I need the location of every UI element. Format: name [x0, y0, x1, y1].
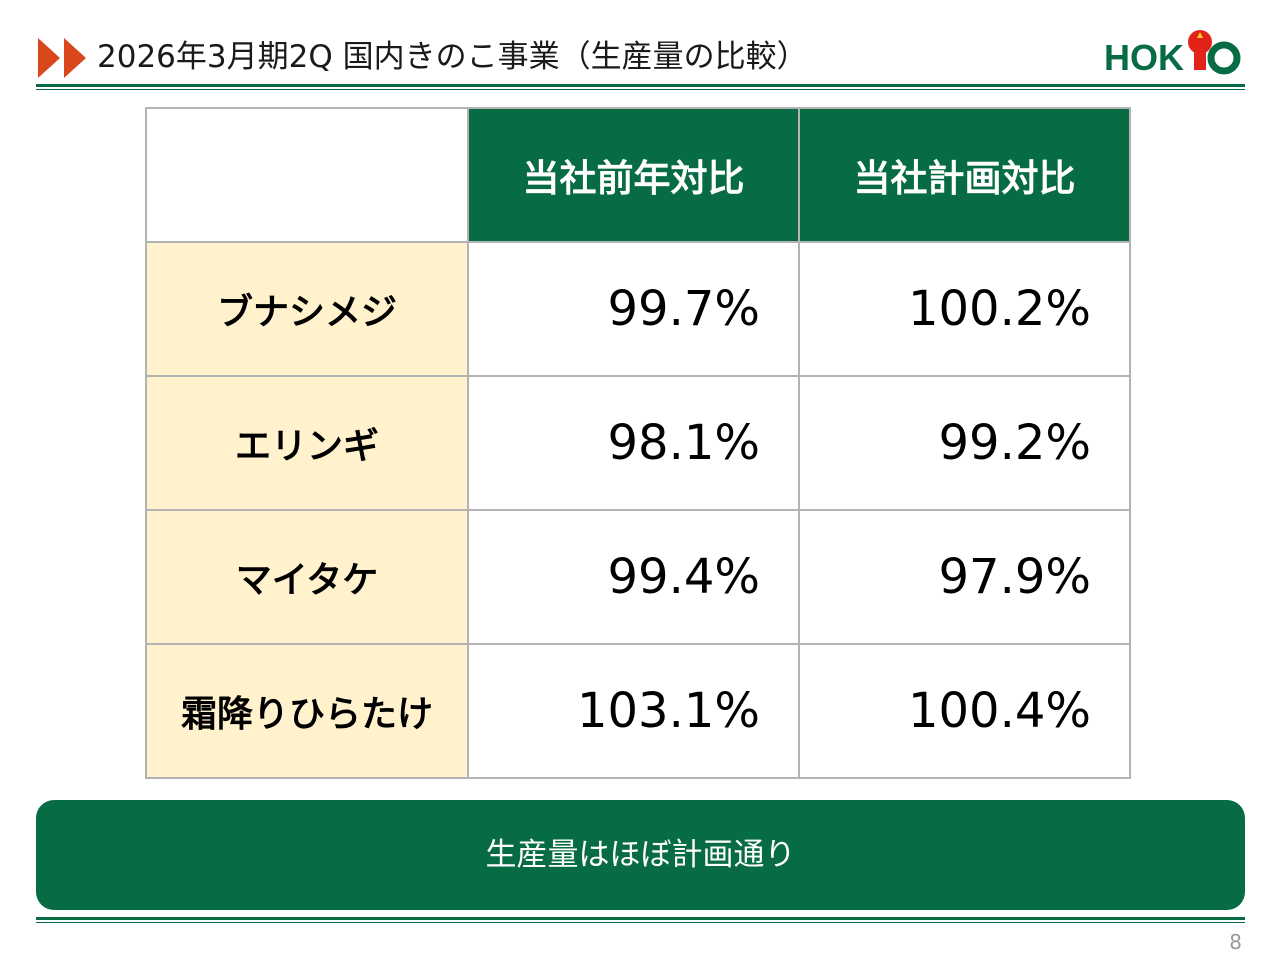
footer-rule-thin: [36, 922, 1245, 923]
svg-text:HOK: HOK: [1104, 37, 1184, 78]
table-row: 霜降りひらたけ 103.1% 100.4%: [145, 643, 1131, 779]
header-rule: [36, 84, 1245, 87]
value-vs-plan: 100.2%: [798, 241, 1131, 377]
table-corner-cell: [145, 107, 469, 243]
table-row: ブナシメジ 99.7% 100.2%: [145, 241, 1131, 377]
production-comparison-table: 当社前年対比 当社計画対比 ブナシメジ 99.7% 100.2% エリンギ 98…: [145, 107, 1131, 779]
column-header-vs-plan: 当社計画対比: [798, 107, 1131, 243]
page-title: 2026年3月期2Q 国内きのこ事業（生産量の比較）: [97, 39, 808, 75]
value-vs-plan: 100.4%: [798, 643, 1131, 779]
value-vs-last-year: 103.1%: [467, 643, 800, 779]
value-vs-plan: 99.2%: [798, 375, 1131, 511]
value-vs-last-year: 98.1%: [467, 375, 800, 511]
row-label-bunashimeji: ブナシメジ: [145, 241, 469, 377]
row-label-shimofuri-hiratake: 霜降りひらたけ: [145, 643, 469, 779]
value-vs-plan: 97.9%: [798, 509, 1131, 645]
table-row: エリンギ 98.1% 99.2%: [145, 375, 1131, 511]
page-number: 8: [1229, 930, 1242, 954]
header-rule-thin: [36, 89, 1245, 90]
double-arrow-icon: [38, 38, 86, 78]
value-vs-last-year: 99.7%: [467, 241, 800, 377]
row-label-eringi: エリンギ: [145, 375, 469, 511]
summary-banner: 生産量はほぼ計画通り: [36, 800, 1245, 910]
footer-rule: [36, 917, 1245, 920]
table-header-row: 当社前年対比 当社計画対比: [145, 107, 1131, 243]
row-label-maitake: マイタケ: [145, 509, 469, 645]
slide-header: 2026年3月期2Q 国内きのこ事業（生産量の比較） HOK: [0, 0, 1280, 100]
column-header-vs-last-year: 当社前年対比: [467, 107, 800, 243]
hokto-logo: HOK: [1102, 28, 1242, 78]
table-row: マイタケ 99.4% 97.9%: [145, 509, 1131, 645]
value-vs-last-year: 99.4%: [467, 509, 800, 645]
